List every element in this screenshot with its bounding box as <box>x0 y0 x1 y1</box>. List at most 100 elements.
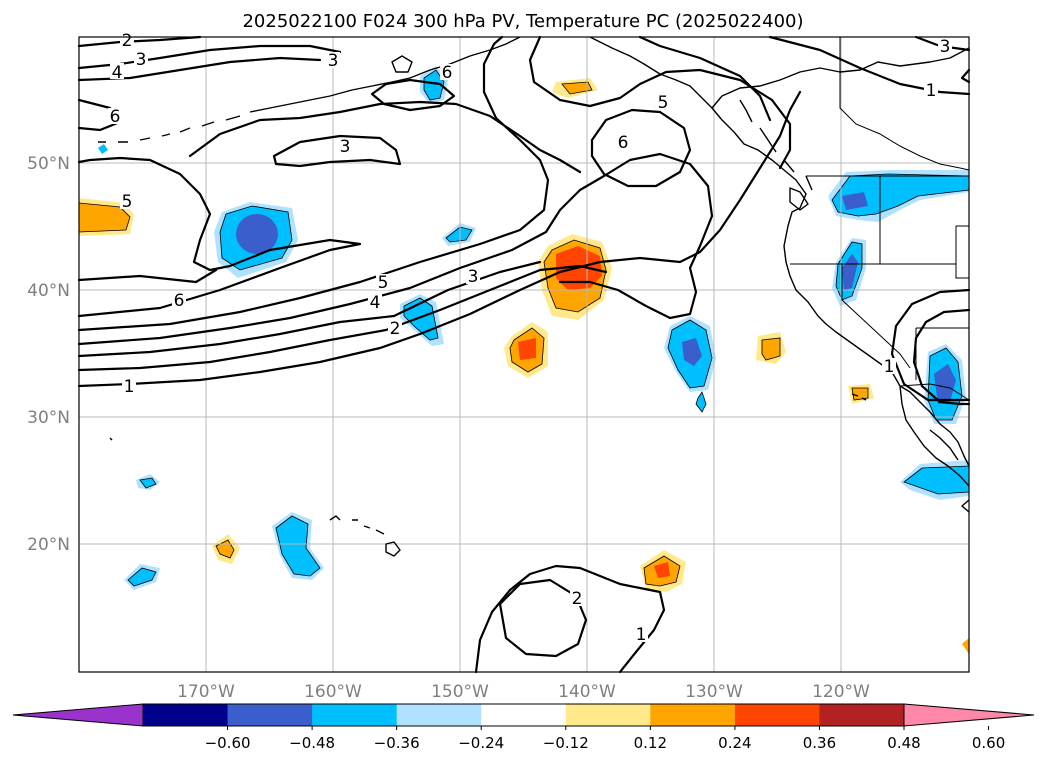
colorbar-segment <box>565 704 651 726</box>
colorbar: −0.60 −0.48 −0.36 −0.24 −0.12 0.12 0.24 0.36 0.4… <box>12 703 1035 752</box>
colorbar-tick-label: 0.60 <box>972 734 1005 752</box>
cold-anomaly-131w <box>664 316 716 413</box>
svg-text:6: 6 <box>618 133 629 153</box>
map-frame <box>78 36 970 673</box>
coastlines <box>98 36 970 557</box>
svg-text:4: 4 <box>370 293 381 313</box>
cold-anomaly-178w-51n <box>98 144 108 154</box>
colorbar-segment <box>143 704 229 726</box>
colorbar-segment <box>312 704 398 726</box>
us-mexico-border <box>899 383 970 401</box>
contour-label: 4 <box>368 293 382 313</box>
political-borders <box>790 37 970 401</box>
svg-text:2: 2 <box>572 589 583 609</box>
cold-anomaly-pacific-northwest <box>828 170 970 222</box>
svg-text:1: 1 <box>636 625 647 645</box>
colorbar-segment <box>819 704 905 726</box>
southeast-alaska-islands <box>739 99 813 191</box>
svg-text:2: 2 <box>390 319 401 339</box>
contour-label: 5 <box>120 192 134 212</box>
lat-label: 30°N <box>27 408 70 428</box>
colorbar-segment <box>396 704 482 726</box>
gulf-of-california <box>929 429 959 461</box>
svg-text:5: 5 <box>122 192 133 212</box>
svg-text:6: 6 <box>110 107 121 127</box>
cold-anomaly-150w <box>442 223 476 246</box>
gridlines <box>79 37 969 672</box>
pacific-mexico-coast <box>961 499 970 513</box>
cold-anomaly-176w-25n <box>136 474 160 490</box>
map-title: 2025022100 F024 300 hPa PV, Temperature … <box>242 11 803 32</box>
lat-label: 20°N <box>27 535 70 555</box>
lon-label: 130°W <box>685 682 743 702</box>
contour-label: 1 <box>882 357 896 377</box>
contour-label: 2 <box>388 319 402 339</box>
contour-label: 4 <box>110 63 124 83</box>
colorbar-segment <box>481 704 567 726</box>
svg-text:1: 1 <box>884 357 895 377</box>
cold-anomaly-165w <box>214 202 298 278</box>
colorbar-tick-label: 0.12 <box>634 734 667 752</box>
aleutian-islands <box>98 115 241 143</box>
us-state-borders <box>790 176 969 380</box>
alaska-canada-border <box>839 37 970 171</box>
svg-text:4: 4 <box>112 63 123 83</box>
svg-text:3: 3 <box>136 50 147 70</box>
north-america-coastline <box>711 47 970 487</box>
svg-text:3: 3 <box>940 37 951 57</box>
colorbar-tick-label: 0.24 <box>718 734 751 752</box>
contour-label: 3 <box>134 50 148 70</box>
warm-anomaly-southeast-corner <box>962 638 969 654</box>
colorbar-tick-label: 0.36 <box>803 734 836 752</box>
lon-label: 170°W <box>177 682 235 702</box>
small-island-wake <box>109 437 113 441</box>
contour-label: 3 <box>938 37 952 57</box>
warm-anomaly-133w-18n <box>640 550 686 592</box>
colorbar-segments <box>12 703 1035 727</box>
warm-anomaly-145w <box>504 322 548 378</box>
lon-label: 120°W <box>812 682 870 702</box>
contour-label: 2 <box>570 589 584 609</box>
latitude-labels: 50°N 40°N 30°N 20°N <box>27 154 70 555</box>
svg-text:6: 6 <box>442 63 453 83</box>
svg-text:3: 3 <box>340 137 351 157</box>
colorbar-extend-high <box>903 703 1035 727</box>
alaska-coastline <box>589 36 713 109</box>
lon-label: 150°W <box>431 682 489 702</box>
svg-text:3: 3 <box>468 267 479 287</box>
hawaii-islands <box>329 515 401 557</box>
vancouver-island <box>789 187 809 211</box>
contour-label: 6 <box>108 107 122 127</box>
lon-label: 160°W <box>304 682 362 702</box>
contour-label: 6 <box>172 291 186 311</box>
lat-label: 40°N <box>27 281 70 301</box>
colorbar-extend-low <box>12 703 144 727</box>
lon-label: 140°W <box>558 682 616 702</box>
colorbar-tick-label: −0.12 <box>543 734 589 752</box>
colorbar-segment <box>734 704 820 726</box>
lat-label: 50°N <box>27 154 70 174</box>
contour-label: 5 <box>656 93 670 113</box>
channel-islands <box>851 393 867 401</box>
svg-text:3: 3 <box>328 51 339 71</box>
longitude-labels: 170°W 160°W 150°W 140°W 130°W 120°W <box>177 682 870 702</box>
colorbar-outline <box>142 703 905 727</box>
baja-coastline <box>899 385 970 467</box>
colorbar-tick-labels: −0.60 −0.48 −0.36 −0.24 −0.12 0.12 0.24 0.36 0.4… <box>205 726 1005 752</box>
svg-text:5: 5 <box>378 273 389 293</box>
contour-label: 3 <box>338 137 352 157</box>
colorbar-tick-label: −0.48 <box>289 734 335 752</box>
cold-anomaly-175w-18n <box>124 564 160 590</box>
pv-contours <box>77 35 971 674</box>
contour-label: 3 <box>466 267 480 287</box>
colorbar-segment <box>650 704 736 726</box>
contour-label: 6 <box>616 133 630 153</box>
svg-text:1: 1 <box>926 81 937 101</box>
contour-label: 3 <box>326 51 340 71</box>
warm-anomaly-126w <box>756 332 786 364</box>
colorbar-segment <box>227 704 313 726</box>
contour-labels: 2 3 4 6 6 3 5 6 3 1 3 5 6 5 4 2 3 1 1 2 … <box>108 31 952 645</box>
warm-anomaly-121w <box>848 384 874 404</box>
kodiak-island <box>391 55 413 73</box>
